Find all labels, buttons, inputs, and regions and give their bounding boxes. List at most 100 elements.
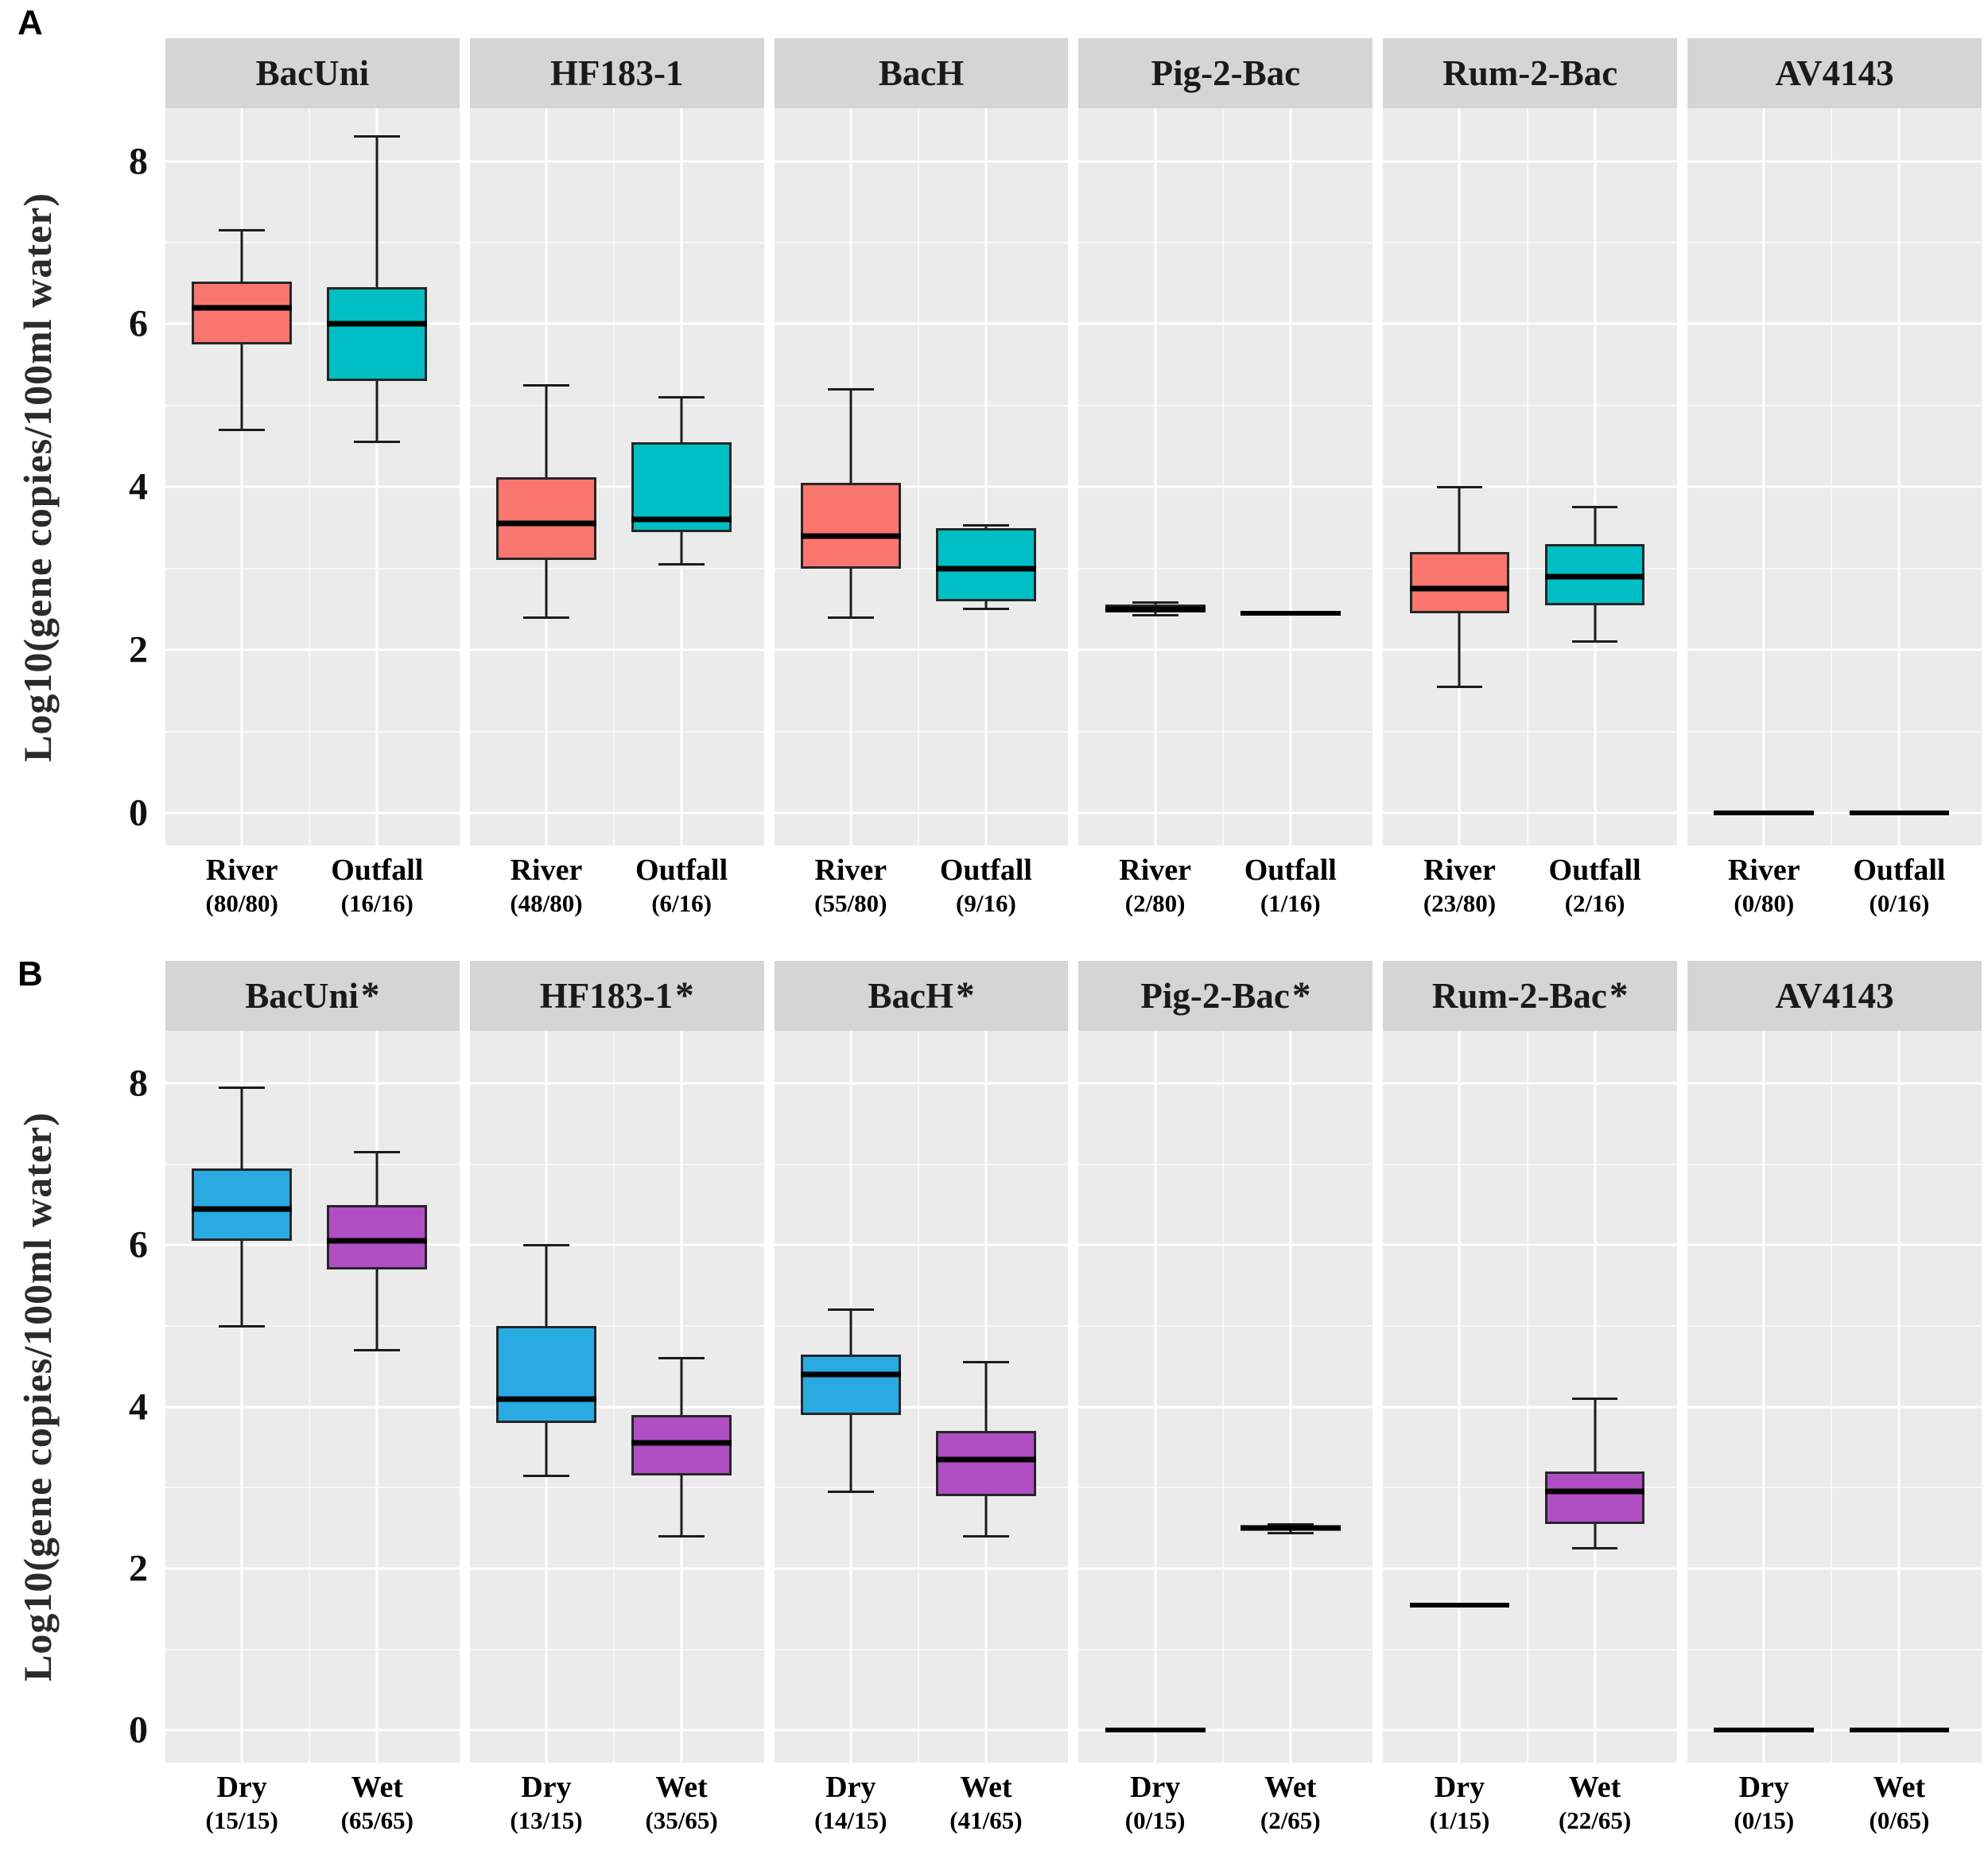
x-category-count: (16/16) (340, 888, 414, 917)
gridline-horizontal (165, 1567, 460, 1570)
facet-rum-2-bac: Rum-2-Bac * Dry (1/15) Wet (22/65) (1383, 961, 1678, 1870)
whisker-cap-bottom (1267, 1531, 1314, 1534)
y-tick-label: 0 (129, 791, 148, 834)
x-category-label: Dry (1434, 1771, 1485, 1804)
boxplot-dry (800, 1031, 901, 1763)
gridline-horizontal (1383, 567, 1678, 570)
iqr-box (327, 1204, 428, 1269)
facet-title-pig-2-bac: Pig-2-Bac * (1078, 961, 1373, 1031)
gridline-horizontal (469, 730, 764, 733)
gridline-horizontal (1078, 1082, 1373, 1085)
median-line (631, 1440, 732, 1446)
median-line (936, 1456, 1036, 1463)
whisker-cap-bottom (523, 616, 569, 619)
gridline-vertical (1762, 108, 1765, 846)
facet-title-av4143: AV4143 (1687, 38, 1982, 108)
gridline-vertical (309, 1031, 311, 1763)
facet-title-bach: BacH * (774, 961, 1069, 1031)
x-category-count: (2/16) (1564, 888, 1625, 917)
x-category-outfall: Outfall (9/16) (940, 853, 1032, 918)
gridline-vertical (1289, 108, 1292, 846)
gridline-horizontal (1078, 1243, 1373, 1246)
gridline-horizontal (1687, 485, 1982, 488)
gridline-vertical (1458, 108, 1461, 846)
x-category-count: (22/65) (1558, 1806, 1632, 1834)
whisker-cap-bottom (354, 1349, 401, 1352)
x-category-label: Wet (1264, 1771, 1317, 1804)
x-category-label: Outfall (939, 853, 1032, 887)
y-tick-label: 6 (129, 1223, 148, 1266)
gridline-horizontal (1078, 160, 1373, 163)
x-category-wet: Wet (0/65) (1870, 1771, 1930, 1835)
boxplot-outfall (1544, 108, 1645, 846)
flat-value-line (1714, 1728, 1815, 1733)
boxplot-wet (1240, 1031, 1341, 1763)
gridline-horizontal (1383, 1243, 1678, 1246)
gridline-horizontal (1687, 567, 1982, 570)
whisker-cap-bottom (658, 1534, 705, 1538)
facet-title-text: Pig-2-Bac (1151, 53, 1301, 93)
gridline-horizontal (469, 1243, 764, 1246)
gridline-horizontal (469, 1728, 764, 1732)
iqr-box (496, 1326, 596, 1424)
gridline-horizontal (1687, 1082, 1982, 1085)
y-tick-label: 2 (129, 628, 148, 671)
x-category-count: (1/16) (1260, 888, 1321, 917)
facet-rum-2-bac: Rum-2-Bac River (23/80) Outfall (2/16) (1383, 38, 1678, 965)
y-tick-label: 8 (129, 1062, 148, 1105)
median-line (192, 1206, 293, 1212)
whisker-cap-bottom (219, 1324, 266, 1328)
x-category-count: (0/65) (1869, 1806, 1930, 1834)
gridline-horizontal (165, 160, 460, 163)
x-category-label: Outfall (1244, 853, 1337, 887)
gridline-horizontal (1383, 648, 1678, 651)
facet-hf183-1: HF183-1 River (48/80) Outfall (6/16) (469, 38, 764, 965)
gridline-horizontal (1383, 485, 1678, 488)
x-category-count: (0/80) (1734, 888, 1795, 917)
gridline-horizontal (774, 648, 1069, 651)
median-line (496, 520, 596, 527)
median-line (1544, 1488, 1645, 1495)
median-line (1105, 606, 1206, 612)
gridline-vertical (1594, 108, 1597, 846)
x-category-label: River (510, 853, 583, 887)
facet-plot-bach (774, 1031, 1069, 1763)
gridline-horizontal (1687, 1567, 1982, 1570)
gridline-horizontal (469, 567, 764, 570)
x-category-label: Outfall (331, 853, 424, 887)
facet-x-labels-rum-2-bac: River (23/80) Outfall (2/16) (1383, 846, 1677, 965)
gridline-horizontal (1078, 322, 1373, 325)
gridline-horizontal (1687, 1243, 1982, 1246)
y-tick-label: 4 (129, 465, 148, 508)
gridline-vertical (1526, 1031, 1528, 1763)
x-category-count: (48/80) (510, 888, 583, 917)
gridline-vertical (1526, 108, 1528, 846)
x-category-dry: Dry (13/15) (510, 1771, 582, 1835)
median-line (800, 1371, 901, 1378)
boxplot-river (1409, 108, 1510, 846)
x-category-count: (2/80) (1124, 888, 1186, 917)
gridline-vertical (1221, 108, 1224, 846)
iqr-box (192, 282, 293, 345)
x-category-label: Wet (960, 1771, 1012, 1804)
gridline-horizontal (165, 322, 460, 325)
flat-value-line (1105, 1728, 1206, 1733)
gridline-horizontal (469, 242, 764, 243)
whisker-cap-top (354, 135, 401, 138)
gridline-horizontal (1383, 1325, 1678, 1328)
x-category-count: (13/15) (510, 1806, 583, 1834)
gridline-horizontal (1383, 322, 1678, 325)
x-category-count: (41/65) (949, 1806, 1023, 1834)
facet-title-text: HF183-1 (550, 53, 684, 93)
facet-x-labels-pig-2-bac: River (2/80) Outfall (1/16) (1078, 846, 1373, 965)
x-category-wet: Wet (41/65) (949, 1771, 1022, 1835)
median-line (327, 321, 428, 327)
gridline-horizontal (1687, 811, 1982, 814)
gridline-horizontal (1383, 1405, 1678, 1409)
gridline-horizontal (1078, 404, 1373, 406)
gridline-horizontal (469, 322, 764, 325)
boxplot-dry (1105, 1031, 1206, 1763)
x-category-wet: Wet (65/65) (341, 1771, 414, 1835)
x-category-count: (2/65) (1260, 1806, 1321, 1834)
facet-bach: BacH River (55/80) Outfall (9/16) (774, 38, 1069, 965)
